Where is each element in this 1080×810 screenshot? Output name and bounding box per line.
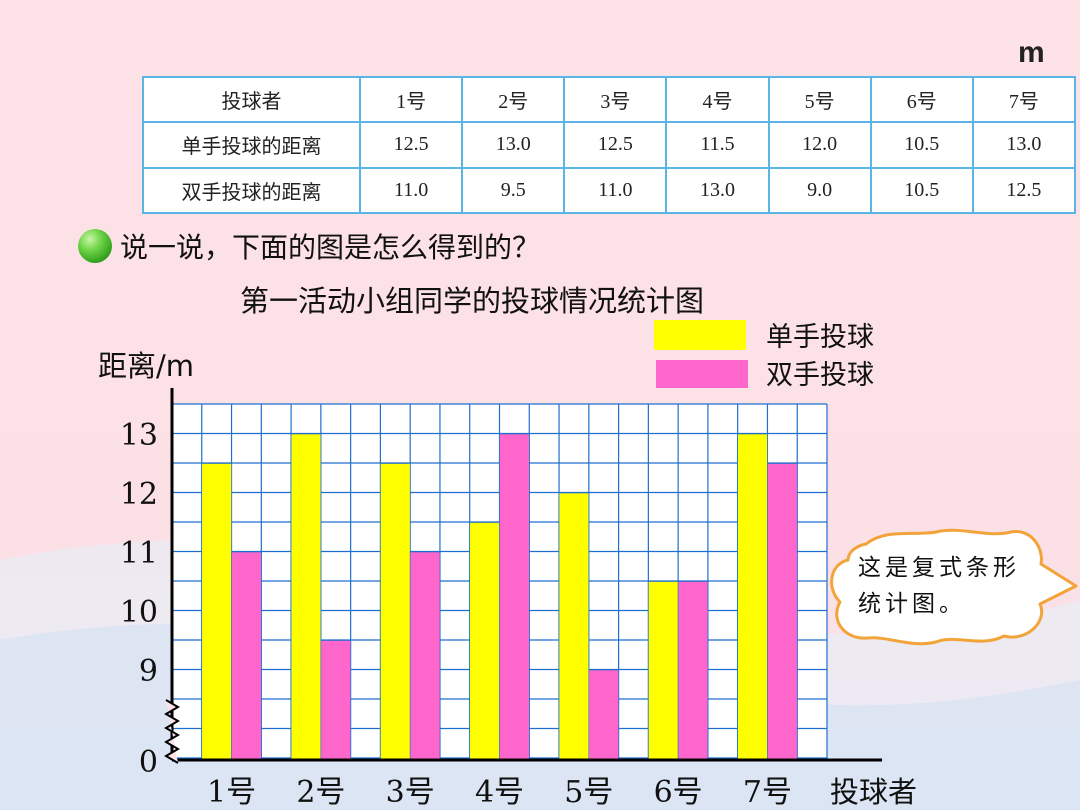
header-cell: 5号 [767,75,872,124]
legend-swatch-single [654,320,746,350]
bar-double-hand [677,581,709,761]
bar-single-hand [469,522,500,761]
legend-swatch-double [656,360,748,388]
y-axis-title: 距离/m [98,349,194,383]
bar-double-hand [409,551,441,761]
table-cell: 9.5 [461,166,566,215]
bar-double-hand [499,433,530,761]
x-axis-title: 投球者 [830,775,917,809]
table-row: 单手投球的距离 12.5 13.0 12.5 11.5 12.0 10.5 13… [142,121,1077,169]
table-cell: 13.0 [665,166,770,215]
header-cell: 投球者 [142,75,361,124]
prompt: 说一说，下面的图是怎么得到的？ [78,226,540,266]
y-tick-label: 10 [120,595,158,630]
table-cell: 13.0 [461,121,566,169]
x-tick-label: 7号 [743,775,792,810]
table-cell: 10.5 [869,121,974,169]
bar-single-hand [558,492,590,761]
table-cell: 11.5 [665,121,770,169]
table-row: 双手投球的距离 11.0 9.5 11.0 13.0 9.0 10.5 12.5 [142,166,1077,215]
table-cell: 12.5 [971,166,1077,215]
bar-single-hand [201,463,232,761]
legend-label-double: 双手投球 [766,360,874,391]
bar-single-hand [290,433,322,761]
x-tick-label: 2号 [296,775,345,810]
y-tick-label: 9 [139,654,158,689]
y-tick-label: 12 [120,477,158,512]
y-tick-label: 13 [120,418,158,453]
bar-single-hand [380,463,411,761]
green-bullet-icon [78,229,112,263]
table-cell: 13.0 [971,121,1077,169]
header-cell: 7号 [971,75,1077,124]
header-cell: 1号 [358,75,464,124]
bar-double-hand [320,640,351,761]
bar-single-hand [737,433,768,761]
header-cell: 6号 [869,75,974,124]
header-cell: 3号 [563,75,668,124]
table-cell: 9.0 [767,166,872,215]
speech-bubble [830,528,1078,646]
header-cell: 2号 [461,75,566,124]
x-tick-label: 3号 [386,775,435,810]
table-cell: 12.0 [767,121,872,169]
callout-text: 这是复式条形统计图。 [858,555,1020,617]
bar-double-hand [767,463,798,761]
table-cell: 10.5 [869,166,974,215]
legend-label-single: 单手投球 [766,322,874,353]
y-tick-label: 11 [120,536,158,571]
axis-break-mark [164,699,180,764]
header-cell: 4号 [665,75,770,124]
row-label: 单手投球的距离 [142,121,361,169]
table-cell: 11.0 [563,166,668,215]
bar-double-hand [588,669,619,761]
table-cell: 12.5 [563,121,668,169]
bar-single-hand [648,581,679,761]
x-tick-label: 6号 [654,775,703,810]
bar-double-hand [231,551,262,761]
table-header-row: 投球者 1号 2号 3号 4号 5号 6号 7号 [142,75,1077,124]
x-tick-label: 1号 [207,775,256,810]
table-unit-label: m [1018,36,1045,69]
prompt-text: 说一说，下面的图是怎么得到的？ [120,231,541,264]
table-cell: 11.0 [358,166,464,215]
data-table: 投球者 1号 2号 3号 4号 5号 6号 7号 单手投球的距离 12.5 13… [142,75,1077,215]
x-tick-label: 4号 [475,775,524,810]
table-cell: 12.5 [358,121,464,169]
chart-title: 第一活动小组同学的投球情况统计图 [240,284,705,318]
x-tick-label: 5号 [564,775,613,810]
row-label: 双手投球的距离 [142,166,361,215]
y-tick-label: 0 [139,745,158,780]
